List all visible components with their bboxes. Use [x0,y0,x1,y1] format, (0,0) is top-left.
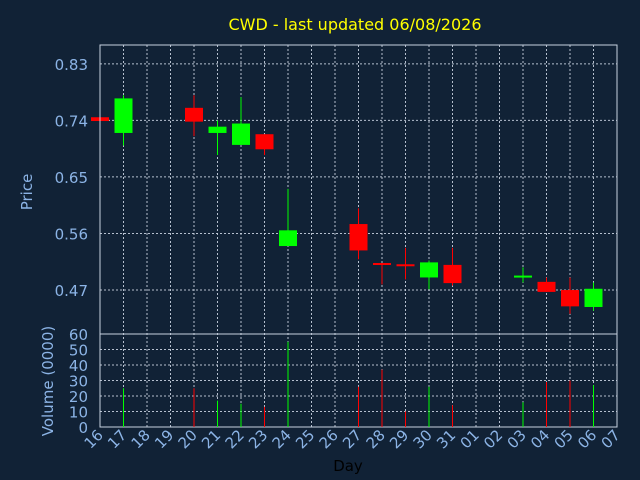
x-tick-label: 23 [245,426,271,452]
volume-tick-label: 20 [69,388,88,406]
volume-axis-label: Volume (0000) [39,326,57,436]
price-tick-label: 0.47 [55,282,88,300]
candle-body [420,262,438,278]
volume-tick-label: 50 [69,342,88,360]
x-tick-label: 22 [222,426,248,452]
x-tick-label: 06 [574,426,600,452]
candle-body [208,126,227,133]
candle-body [255,134,274,150]
candle-body [279,230,297,247]
x-tick-label: 05 [551,426,577,452]
volume-tick-label: 60 [69,326,88,344]
volume-tick-label: 10 [69,404,88,422]
price-tick-label: 0.65 [55,169,88,187]
x-tick-label: 17 [104,426,130,452]
candle-body [561,290,579,307]
x-tick-label: 28 [363,426,389,452]
candle-body [537,281,556,292]
candle-body [443,264,462,284]
x-tick-label: 27 [339,426,365,452]
x-tick-label: 03 [504,426,530,452]
candle-body [349,224,368,251]
x-axis: 1617181920212223242526272829303101020304… [81,426,624,452]
chart-title: CWD - last updated 06/08/2026 [228,15,481,34]
candle-body [373,263,391,266]
price-axis-label: Price [18,174,36,211]
price-panel: 0.83 0.74 0.65 0.56 0.47 [55,44,618,428]
x-tick-label: 01 [457,426,483,452]
volume-tick-label: 30 [69,373,88,391]
x-tick-label: 24 [269,426,295,452]
x-tick-label: 21 [198,426,224,452]
candle-body [514,275,532,278]
price-tick-label: 0.83 [55,56,88,74]
x-tick-label: 02 [480,426,506,452]
x-tick-label: 18 [128,426,154,452]
x-tick-label: 26 [316,426,342,452]
candle-body [396,264,415,267]
x-tick-label: 30 [410,426,436,452]
candle-body [584,288,603,307]
volume-tick-label: 0 [78,419,88,437]
price-tick-label: 0.56 [55,225,88,243]
x-tick-label: 29 [386,426,412,452]
x-tick-label: 31 [433,426,459,452]
candle-body [232,123,250,145]
candle-body [114,98,133,133]
candle-body [185,107,203,122]
x-tick-label: 25 [292,426,318,452]
x-tick-label: 07 [598,426,624,452]
x-tick-label: 19 [151,426,177,452]
volume-tick-label: 40 [69,357,88,375]
x-tick-label: 04 [527,426,553,452]
x-axis-label: Day [333,457,363,475]
price-tick-label: 0.74 [55,112,88,130]
x-tick-label: 20 [175,426,201,452]
